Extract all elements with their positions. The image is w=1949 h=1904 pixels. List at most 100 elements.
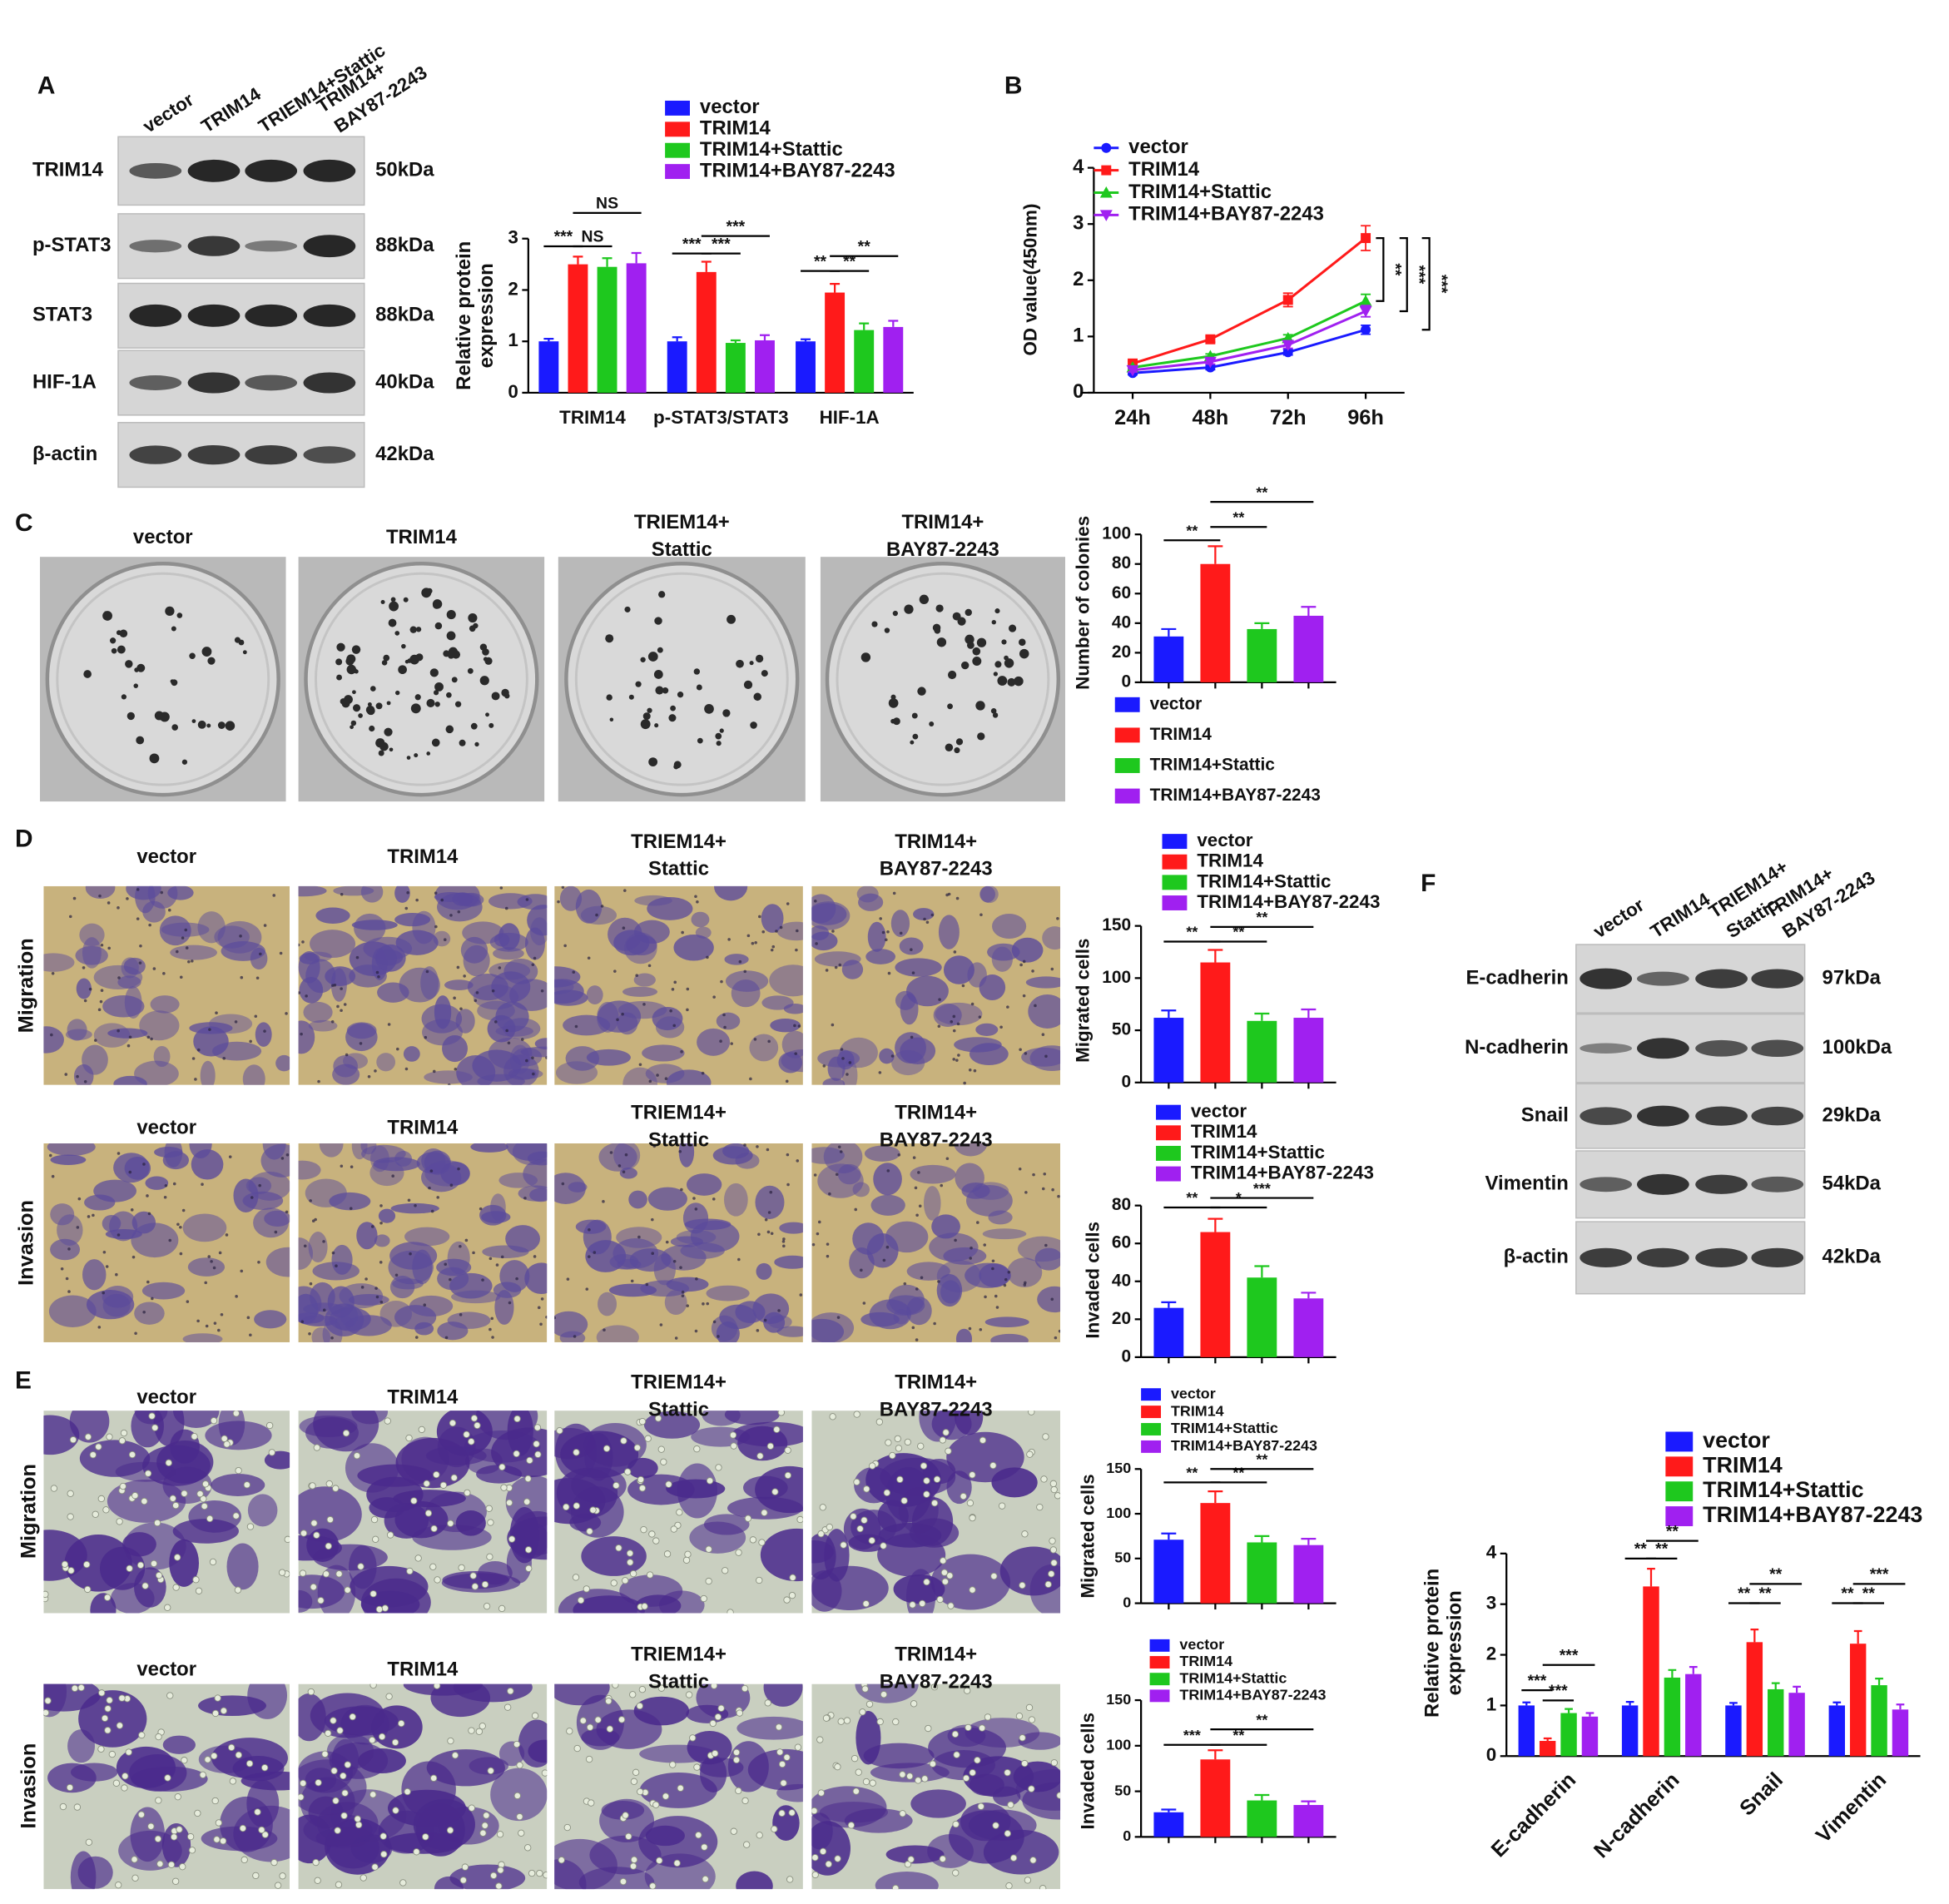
pore — [459, 1244, 462, 1248]
colony — [171, 679, 178, 687]
bead — [141, 1582, 149, 1589]
bead — [843, 1717, 851, 1724]
pore — [681, 1290, 685, 1294]
cell — [82, 937, 102, 969]
bead — [933, 1475, 941, 1483]
pore — [525, 1059, 528, 1063]
marker — [1099, 186, 1113, 198]
dish — [45, 562, 280, 797]
bead — [1049, 1537, 1056, 1545]
error-bar — [1668, 1668, 1677, 1678]
bead — [299, 1569, 307, 1577]
bead — [335, 1570, 343, 1578]
pore — [664, 1077, 668, 1081]
marker — [1203, 356, 1217, 369]
cell — [677, 1463, 717, 1519]
cell — [182, 1213, 227, 1242]
pore — [228, 1155, 232, 1158]
bead — [451, 1752, 459, 1759]
pore — [743, 969, 747, 974]
pore — [757, 1232, 761, 1237]
colony — [892, 610, 899, 617]
error-bar — [888, 320, 899, 327]
bead — [434, 1576, 441, 1584]
marker — [1282, 295, 1293, 305]
pore — [566, 1277, 570, 1281]
protein-label: Snail — [1521, 1103, 1569, 1126]
pore — [937, 1280, 940, 1283]
bead — [354, 1815, 361, 1822]
pore — [60, 1267, 64, 1271]
pore — [695, 1277, 698, 1281]
pore — [647, 964, 652, 968]
bar — [1849, 1644, 1867, 1757]
pore — [308, 1332, 311, 1336]
pore — [920, 1276, 924, 1280]
significance-label: *** — [682, 235, 702, 253]
protein-label: TRIM14 — [32, 159, 104, 181]
pore — [999, 1025, 1003, 1029]
cell — [262, 1143, 286, 1160]
cell — [209, 1014, 253, 1034]
colony — [743, 680, 753, 690]
cell — [891, 1049, 925, 1076]
pore — [309, 1199, 312, 1202]
pore — [343, 1003, 347, 1006]
y-axis-label: Number of colonies — [1072, 516, 1093, 690]
colony — [997, 676, 1008, 686]
cell — [481, 1211, 511, 1223]
bar — [1200, 1759, 1231, 1837]
cell — [965, 1184, 1013, 1217]
y-tick-label: 40 — [1112, 612, 1131, 632]
bead — [330, 1767, 338, 1775]
pore — [840, 1048, 844, 1051]
bead — [701, 1843, 708, 1851]
colony — [401, 643, 406, 649]
micrograph — [554, 1411, 803, 1614]
pore — [953, 950, 957, 954]
pore — [1007, 1270, 1011, 1274]
y-tick-label: 20 — [1112, 1309, 1131, 1328]
image-caption: TRIM14+ — [895, 1371, 977, 1394]
bead — [125, 1748, 132, 1756]
bead — [930, 1500, 939, 1507]
legend-swatch — [665, 121, 690, 137]
bead — [859, 1708, 866, 1716]
bar — [1247, 628, 1277, 682]
pore — [1034, 1004, 1037, 1008]
blot-band — [1751, 1106, 1804, 1126]
bead — [119, 1482, 126, 1490]
bead — [624, 1468, 632, 1475]
bead — [486, 1553, 493, 1561]
cell — [869, 1299, 911, 1330]
cell — [990, 1333, 1029, 1342]
bead — [211, 1752, 218, 1760]
legend-swatch — [1114, 727, 1140, 743]
pore — [48, 1153, 52, 1158]
legend-label: vector — [1703, 1428, 1770, 1453]
pore — [235, 1295, 238, 1298]
error-bar — [543, 338, 554, 342]
bead — [644, 1435, 652, 1442]
bead — [524, 1475, 532, 1483]
pore — [537, 1306, 541, 1310]
bead — [536, 1869, 543, 1877]
cell — [47, 1143, 96, 1157]
cell — [781, 1030, 803, 1059]
image-caption: Stattic — [648, 858, 709, 880]
pore — [130, 1208, 134, 1212]
bead — [66, 1783, 74, 1792]
bead — [730, 1442, 737, 1450]
pore — [531, 963, 535, 967]
cell — [84, 1194, 116, 1211]
bead — [375, 1605, 384, 1614]
y-tick-label: 3 — [508, 227, 518, 248]
colony — [673, 761, 682, 769]
bead — [783, 1596, 791, 1604]
bead — [43, 1708, 50, 1717]
colony — [125, 660, 133, 668]
bead — [741, 1684, 749, 1693]
error-bar — [1585, 1712, 1594, 1717]
cell — [617, 1012, 638, 1035]
bead — [771, 1825, 778, 1833]
